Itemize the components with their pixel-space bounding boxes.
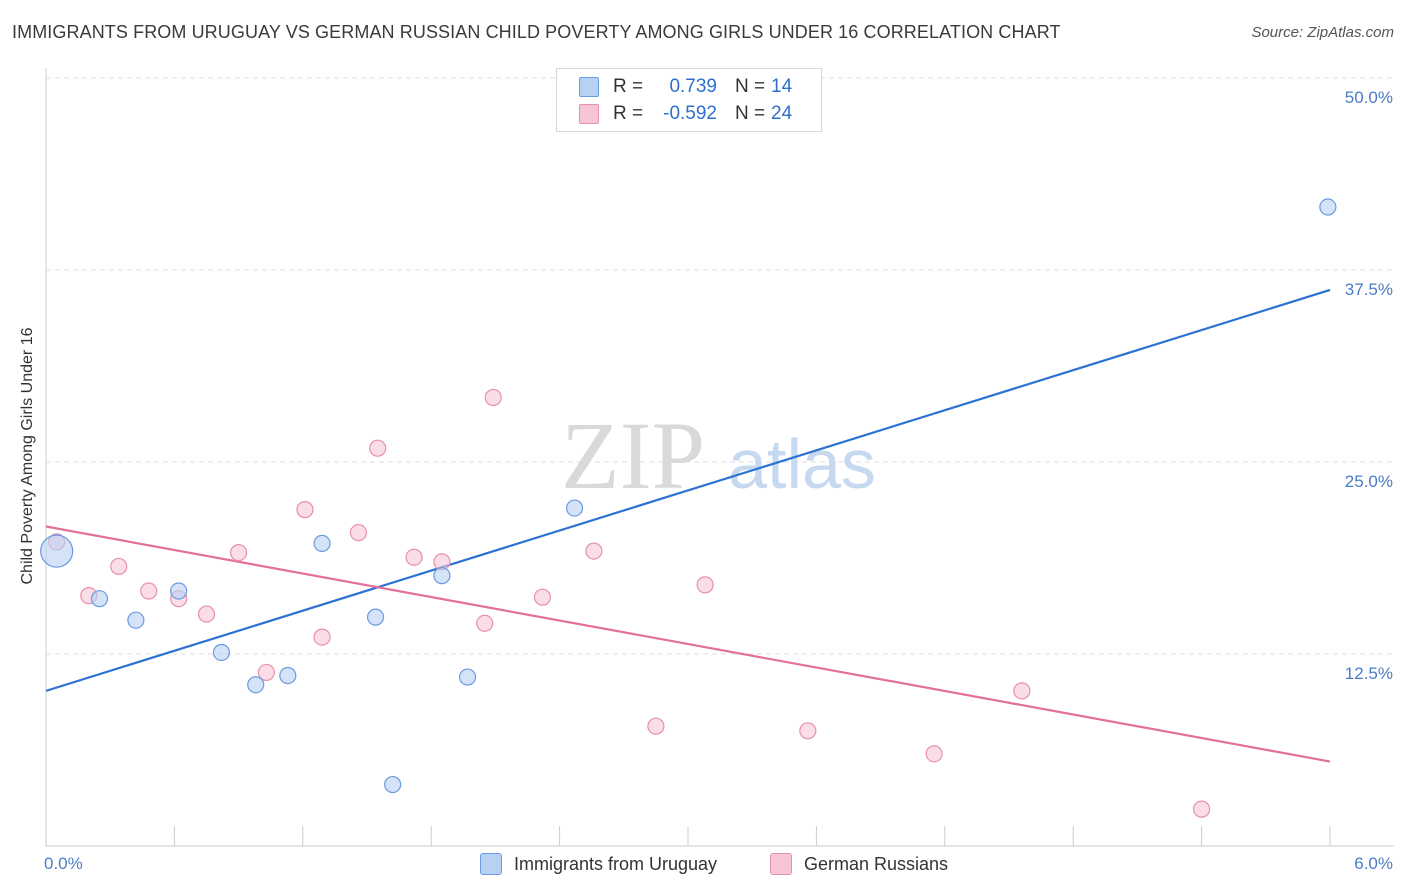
- legend-row-uruguay: R = 0.739 N = 14: [579, 74, 792, 100]
- trend-line-german-russians: [45, 525, 1331, 763]
- watermark-atlas: atlas: [728, 425, 876, 503]
- x-tick-label: 6.0%: [1354, 854, 1393, 873]
- point-german-russians: [647, 717, 665, 735]
- legend-r-value: 0.739: [669, 76, 717, 97]
- watermark: ZIP atlas: [561, 402, 876, 509]
- point-uruguay: [458, 668, 477, 686]
- chart-title: IMMIGRANTS FROM URUGUAY VS GERMAN RUSSIA…: [12, 22, 1061, 42]
- trend-line-uruguay: [45, 288, 1331, 692]
- point-german-russians: [533, 588, 552, 606]
- point-uruguay: [127, 611, 145, 629]
- tick-labels: 12.5% 25.0% 37.5% 50.0% 0.0% 6.0%: [44, 88, 1393, 873]
- bottom-legend-swatch-pink: [770, 853, 792, 875]
- point-german-russians: [799, 722, 817, 740]
- source-label: Source: ZipAtlas.com: [1251, 24, 1394, 41]
- bottom-legend-swatch-blue: [480, 853, 502, 875]
- y-tick-label: 37.5%: [1345, 280, 1393, 299]
- point-uruguay: [90, 590, 109, 608]
- point-german-russians: [230, 544, 248, 562]
- legend-n-label: N =: [735, 76, 766, 97]
- correlation-legend: R = 0.739 N = 14 R = -0.592 N = 24: [556, 68, 822, 132]
- point-german-russians: [925, 745, 943, 763]
- y-axis-label: Child Poverty Among Girls Under 16: [19, 327, 36, 585]
- point-german-russians: [140, 582, 158, 600]
- point-german-russians: [296, 501, 314, 519]
- point-german-russians: [369, 439, 387, 457]
- point-german-russians: [585, 542, 603, 560]
- point-uruguay: [212, 643, 231, 662]
- point-german-russians: [197, 605, 216, 623]
- point-german-russians: [405, 548, 423, 566]
- point-german-russians: [476, 614, 494, 632]
- point-uruguay: [565, 499, 584, 517]
- point-german-russians: [696, 576, 714, 594]
- point-german-russians: [349, 524, 368, 542]
- bottom-legend-german-russians: German Russians: [770, 851, 948, 877]
- bottom-legend-label: Immigrants from Uruguay: [514, 853, 718, 874]
- legend-n-label: N =: [735, 103, 766, 124]
- axes: [45, 68, 1394, 847]
- data-points: [40, 198, 1337, 818]
- legend-swatch-pink: [579, 104, 599, 124]
- point-uruguay: [40, 534, 74, 568]
- legend-swatch-blue: [579, 77, 599, 97]
- legend-n-value: 14: [771, 76, 793, 97]
- point-german-russians: [1192, 800, 1211, 818]
- point-uruguay: [313, 534, 331, 553]
- trend-lines: [45, 288, 1331, 763]
- point-german-russians: [313, 628, 331, 646]
- point-uruguay: [366, 608, 385, 626]
- y-tick-label: 50.0%: [1345, 88, 1393, 107]
- legend-row-german-russians: R = -0.592 N = 24: [579, 101, 792, 127]
- point-uruguay: [384, 775, 402, 794]
- point-uruguay: [1319, 198, 1337, 216]
- legend-r-label: R =: [613, 103, 644, 124]
- legend-n-value: 24: [771, 103, 793, 124]
- point-german-russians: [257, 663, 276, 682]
- x-tick-label: 0.0%: [44, 854, 83, 873]
- point-german-russians: [484, 388, 502, 407]
- y-tick-label: 12.5%: [1345, 664, 1393, 683]
- legend-r-value: -0.592: [663, 103, 717, 124]
- point-uruguay: [247, 676, 265, 694]
- point-german-russians: [110, 557, 128, 576]
- point-uruguay: [279, 666, 297, 685]
- legend-r-label: R =: [613, 76, 644, 97]
- point-german-russians: [1013, 682, 1031, 700]
- bottom-legend-uruguay: Immigrants from Uruguay: [480, 851, 717, 877]
- point-uruguay: [433, 567, 451, 585]
- watermark-zip: ZIP: [561, 402, 705, 509]
- y-tick-label: 25.0%: [1345, 472, 1393, 491]
- bottom-legend-label: German Russians: [804, 853, 949, 874]
- grid-lines: [46, 77, 1394, 655]
- point-uruguay: [170, 582, 188, 600]
